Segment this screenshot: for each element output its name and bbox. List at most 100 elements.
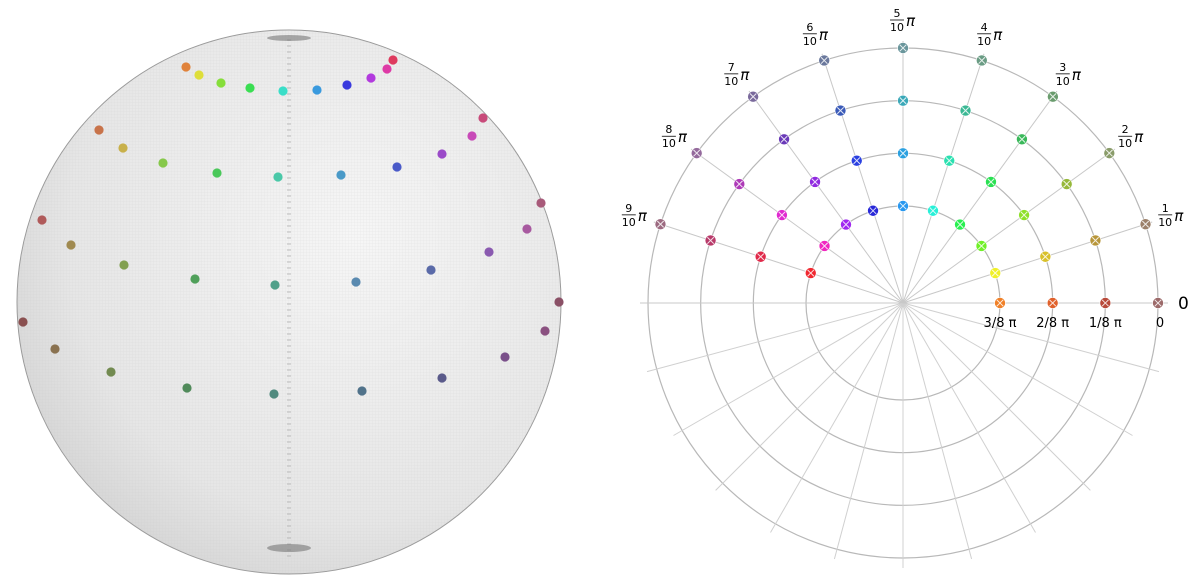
svg-text:π: π <box>1174 207 1184 225</box>
svg-text:π: π <box>1134 128 1144 146</box>
polar-grid-spoke <box>902 302 973 560</box>
angle-tick-label: 310 π <box>1055 61 1082 88</box>
polar-point <box>1152 297 1164 309</box>
sphere-point <box>500 352 510 362</box>
polar-point <box>897 147 909 160</box>
angle-tick-label: 510 π <box>890 7 916 34</box>
svg-text:10: 10 <box>1118 137 1132 150</box>
svg-text:10: 10 <box>1158 216 1172 229</box>
polar-grid-spoke <box>646 302 904 373</box>
polar-point <box>654 218 667 231</box>
svg-text:3: 3 <box>1059 61 1066 74</box>
sphere-points <box>18 55 564 399</box>
polar-grid-spoke <box>673 302 904 436</box>
sphere-point <box>426 265 436 275</box>
sphere-point <box>270 280 280 290</box>
sphere-point <box>342 80 352 90</box>
radial-tick-label: 3/8 π <box>984 316 1017 331</box>
polar-data-spoke <box>748 90 904 304</box>
polar-point <box>850 154 863 167</box>
polar-point <box>897 42 909 54</box>
sphere-point <box>554 297 564 307</box>
sphere-point <box>216 78 226 88</box>
svg-text:10: 10 <box>803 35 817 48</box>
polar-data-spoke <box>902 53 985 304</box>
polar-data-spoke <box>653 221 904 304</box>
sphere-point <box>182 383 192 393</box>
sphere-point <box>66 240 76 250</box>
polar-point <box>1103 147 1116 159</box>
polar-grid <box>640 47 1168 568</box>
sphere-point <box>118 143 128 153</box>
polar-point <box>840 218 852 231</box>
svg-text:4: 4 <box>981 21 988 34</box>
polar-point <box>1047 90 1059 103</box>
polar-point <box>733 178 746 190</box>
polar-point <box>1060 178 1073 190</box>
angle-tick-label: 610 π <box>802 21 829 48</box>
svg-text:10: 10 <box>977 35 991 48</box>
svg-text:1: 1 <box>1162 202 1169 215</box>
sphere-point <box>437 149 447 159</box>
sphere-point <box>478 113 488 123</box>
sphere-point <box>536 198 546 208</box>
polar-point <box>959 104 972 117</box>
polar-data-spoke <box>902 90 1058 304</box>
polar-point <box>897 94 909 107</box>
sphere-point <box>245 83 255 93</box>
polar-point <box>747 90 759 103</box>
sphere-point <box>194 70 204 80</box>
polar-grid-spoke <box>902 302 1036 533</box>
polar-point <box>897 200 909 212</box>
polar-data-spoke <box>902 221 1153 304</box>
radial-tick-label: 1/8 π <box>1089 316 1122 331</box>
sphere-point <box>106 367 116 377</box>
svg-text:10: 10 <box>724 75 738 88</box>
sphere-point <box>336 170 346 180</box>
polar-point <box>834 104 847 117</box>
polar-data-spoke <box>902 148 1116 304</box>
sphere-point <box>273 172 283 182</box>
sphere-point <box>382 64 392 74</box>
svg-text:π: π <box>638 207 648 225</box>
sphere-point <box>278 86 288 96</box>
angle-tick-label: 910 π <box>621 202 648 229</box>
polar-data-spoke <box>821 53 904 304</box>
sphere-point <box>540 326 550 336</box>
sphere-point <box>351 277 361 287</box>
sphere-point <box>119 260 129 270</box>
sphere-point <box>522 224 532 234</box>
sphere-point <box>467 131 477 141</box>
sphere-point <box>392 162 402 172</box>
polar-point <box>1016 133 1028 146</box>
sphere-point <box>437 373 447 383</box>
svg-text:7: 7 <box>728 61 735 74</box>
sphere-point <box>37 215 47 225</box>
sphere-pole-bottom <box>267 544 311 552</box>
sphere-point <box>212 168 222 178</box>
polar-point <box>994 297 1006 309</box>
sphere-panel <box>16 29 564 575</box>
polar-point <box>690 147 703 159</box>
polar-point <box>867 204 879 217</box>
polar-point <box>975 54 988 67</box>
sphere-pole-top <box>267 35 311 41</box>
polar-point <box>818 54 831 67</box>
polar-point <box>818 240 831 252</box>
sphere-point <box>269 389 279 399</box>
sphere-point <box>388 55 398 65</box>
polar-point <box>1089 234 1102 247</box>
angle-tick-label: 710 π <box>724 61 750 88</box>
angle-tick-label: 410 π <box>977 21 1003 48</box>
angle-tick-label: 210 π <box>1118 123 1144 150</box>
polar-point <box>778 133 790 146</box>
sphere-point <box>18 317 28 327</box>
polar-point <box>704 234 717 247</box>
polar-point <box>809 176 821 188</box>
sphere-point <box>312 85 322 95</box>
polar-grid-spoke <box>902 302 1091 491</box>
polar-point <box>954 218 966 231</box>
sphere-point <box>181 62 191 72</box>
